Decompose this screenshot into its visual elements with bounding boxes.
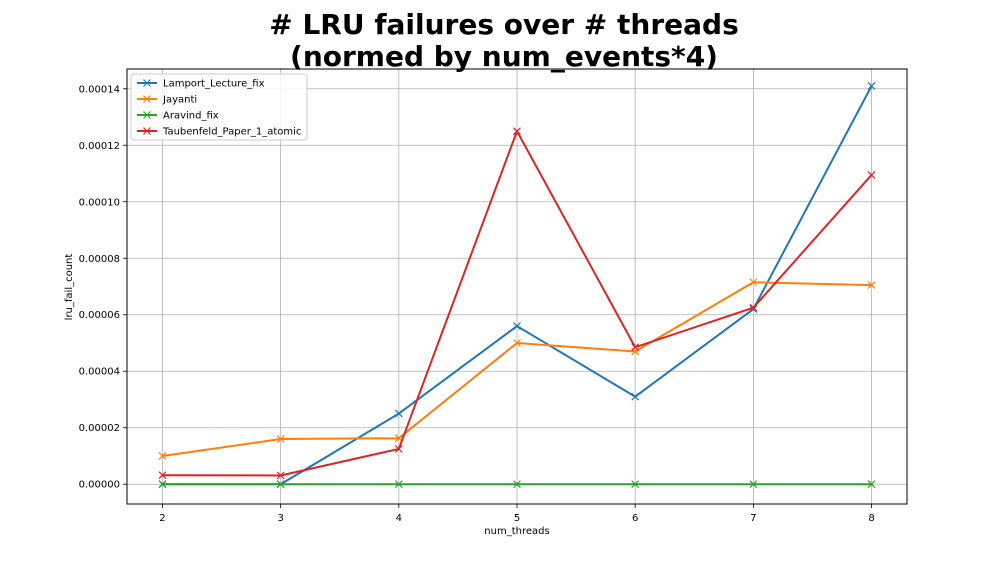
data-point-marker <box>158 480 167 489</box>
data-point-marker <box>513 480 521 489</box>
data-point-marker <box>276 480 285 489</box>
series-Aravind_fix <box>158 480 876 489</box>
legend: Lamport_Lecture_fix Jayanti Aravind_fix Tau… <box>130 73 308 141</box>
legend-marker <box>143 95 151 103</box>
series-layer <box>158 82 876 489</box>
data-point-marker <box>867 171 876 179</box>
data-point-marker <box>276 435 285 443</box>
y-tick-label: 0.00002 <box>79 423 120 434</box>
legend-item: Taubenfeld_Paper_1_atomic <box>137 127 301 138</box>
legend-label: Jayanti <box>162 95 197 106</box>
legend-label: Taubenfeld_Paper_1_atomic <box>162 127 301 138</box>
data-point-marker <box>631 480 640 489</box>
x-axis-label: num_threads <box>484 526 549 537</box>
chart-title-line2: (normed by num_events*4) <box>290 40 718 73</box>
data-point-marker <box>631 343 640 352</box>
legend-item: Lamport_Lecture_fix <box>137 79 265 90</box>
x-tick-label: 6 <box>632 513 638 524</box>
legend-label: Lamport_Lecture_fix <box>163 79 265 90</box>
data-point-marker <box>867 281 876 290</box>
data-point-marker <box>867 82 876 90</box>
legend-marker <box>143 79 151 87</box>
data-point-marker <box>749 305 758 314</box>
y-tick-label: 0.00004 <box>79 367 120 378</box>
legend-label: Aravind_fix <box>163 111 219 122</box>
y-tick-label: 0.00012 <box>79 141 120 152</box>
y-axis-label: lru_fail_count <box>64 254 75 321</box>
x-axis: 2 3 4 5 6 7 8 <box>159 504 875 524</box>
data-point-marker <box>631 392 640 401</box>
x-tick-label: 7 <box>750 513 756 524</box>
legend-box <box>130 73 308 141</box>
x-tick-label: 3 <box>277 513 283 524</box>
data-point-marker <box>394 480 403 489</box>
y-tick-label: 0.00000 <box>79 480 120 491</box>
data-point-marker <box>867 480 876 489</box>
data-point-marker <box>158 452 167 460</box>
data-point-marker <box>749 303 758 312</box>
data-point-marker <box>394 444 403 453</box>
y-tick-label: 0.00006 <box>79 310 120 321</box>
legend-marker <box>143 127 151 135</box>
y-tick-label: 0.00008 <box>79 254 120 265</box>
x-tick-label: 2 <box>159 513 165 524</box>
data-point-marker <box>749 278 758 287</box>
data-point-marker <box>158 471 167 480</box>
data-point-marker <box>749 480 758 489</box>
legend-item: Jayanti <box>137 95 197 106</box>
data-point-marker <box>513 322 521 330</box>
y-axis: 0.00000 0.00002 0.00004 0.00006 0.00008 0.000… <box>79 84 127 491</box>
legend-marker <box>143 111 151 119</box>
data-point-marker <box>394 409 403 418</box>
y-tick-label: 0.00010 <box>79 197 120 208</box>
chart-title-line1: # LRU failures over # threads <box>269 8 738 41</box>
legend-item: Aravind_fix <box>137 111 219 122</box>
x-tick-label: 4 <box>396 513 402 524</box>
x-tick-label: 8 <box>868 513 874 524</box>
x-tick-label: 5 <box>514 513 520 524</box>
series-Taubenfeld_Paper_1_atomic <box>158 127 876 480</box>
y-tick-label: 0.00014 <box>79 84 120 95</box>
data-point-marker <box>513 127 521 136</box>
data-point-marker <box>513 339 521 347</box>
data-point-marker <box>276 471 285 480</box>
grid <box>127 69 907 504</box>
